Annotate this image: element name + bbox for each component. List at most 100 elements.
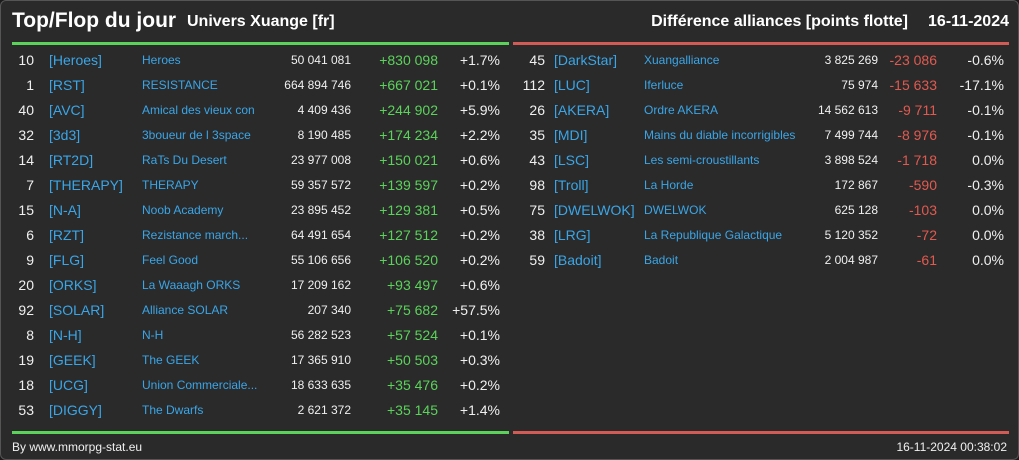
alliance-name-link[interactable]: Xuangalliance — [644, 53, 720, 67]
rank-cell: 40 — [18, 102, 34, 118]
points-cell: 23 895 452 — [290, 203, 351, 217]
alliance-row: 35 [MDI] Mains du diable incorrigibles 7 49… — [513, 123, 1009, 148]
rank-cell: 45 — [529, 52, 545, 68]
alliance-tag-link[interactable]: [SOLAR] — [49, 302, 105, 318]
alliance-tag-link[interactable]: [LRG] — [554, 227, 591, 243]
alliance-tag-link[interactable]: [Troll] — [554, 177, 589, 193]
diff-cell: -15 633 — [889, 77, 937, 93]
alliance-name-link[interactable]: RESISTANCE — [142, 78, 218, 92]
alliance-name-link[interactable]: 3boueur de l 3space — [142, 128, 251, 142]
alliance-tag-link[interactable]: [Heroes] — [49, 52, 102, 68]
alliance-row: 9 [FLG] Feel Good 55 106 656 +106 520 +0.2% — [12, 248, 509, 273]
alliance-tag-link[interactable]: [DarkStar] — [554, 52, 618, 68]
alliance-name-link[interactable]: N-H — [142, 328, 164, 342]
diff-cell: +35 476 — [387, 377, 438, 393]
alliance-tag-link[interactable]: [ORKS] — [49, 277, 97, 293]
rank-cell: 35 — [529, 127, 545, 143]
diff-cell: +667 021 — [379, 77, 438, 93]
rank-cell: 112 — [522, 77, 545, 93]
alliance-tag-link[interactable]: [DIGGY] — [49, 402, 102, 418]
alliance-tag-link[interactable]: [MDI] — [554, 127, 588, 143]
alliance-tag-link[interactable]: [RZT] — [49, 227, 84, 243]
alliance-tag-link[interactable]: [FLG] — [49, 252, 85, 268]
points-cell: 56 282 523 — [290, 328, 351, 342]
alliance-tag-link[interactable]: [DWELWOK] — [554, 202, 635, 218]
alliance-tag-link[interactable]: [Badoit] — [554, 252, 602, 268]
percent-cell: -0.3% — [967, 177, 1004, 193]
alliance-name-link[interactable]: The Dwarfs — [142, 403, 204, 417]
alliance-name-link[interactable]: Badoit — [644, 253, 679, 267]
alliance-row: 10 [Heroes] Heroes 50 041 081 +830 098 +1.7% — [12, 48, 509, 73]
top-losers-panel: 45 [DarkStar] Xuangalliance 3 825 269 -23 08… — [513, 42, 1009, 434]
metric-label: Différence alliances [points flotte] — [651, 13, 908, 30]
alliance-row: 15 [N-A] Noob Academy 23 895 452 +129 381 +0.… — [12, 198, 509, 223]
alliance-name-link[interactable]: Mains du diable incorrigibles — [644, 128, 796, 142]
alliance-name-link[interactable]: DWELWOK — [644, 203, 707, 217]
alliance-tag-link[interactable]: [LUC] — [554, 77, 590, 93]
alliance-name-link[interactable]: RaTs Du Desert — [142, 153, 227, 167]
rank-cell: 10 — [18, 52, 34, 68]
header: Top/Flop du jour Univers Xuange [fr] Dif… — [1, 1, 1019, 41]
percent-cell: +0.2% — [459, 177, 500, 193]
diff-cell: +830 098 — [379, 52, 438, 68]
alliance-name-link[interactable]: Amical des vieux con — [142, 103, 255, 117]
alliance-row: 38 [LRG] La Republique Galactique 5 120 352… — [513, 223, 1009, 248]
alliance-tag-link[interactable]: [UCG] — [49, 377, 88, 393]
alliance-row: 32 [3d3] 3boueur de l 3space 8 190 485 +174 … — [12, 123, 509, 148]
date-label: 16-11-2024 — [928, 13, 1009, 30]
alliance-tag-link[interactable]: [AVC] — [49, 102, 85, 118]
alliance-name-link[interactable]: Feel Good — [142, 253, 199, 267]
alliance-tag-link[interactable]: [AKERA] — [554, 102, 610, 118]
diff-cell: +93 497 — [387, 277, 438, 293]
points-cell: 23 977 008 — [290, 153, 351, 167]
alliance-name-link[interactable]: Les semi-croustillants — [644, 153, 760, 167]
points-cell: 2 621 372 — [297, 403, 351, 417]
percent-cell: 0.0% — [972, 202, 1004, 218]
percent-cell: -0.6% — [967, 52, 1004, 68]
alliance-tag-link[interactable]: [N-H] — [49, 327, 82, 343]
alliance-tag-link[interactable]: [GEEK] — [49, 352, 96, 368]
alliance-name-link[interactable]: Heroes — [142, 53, 181, 67]
percent-cell: -0.1% — [967, 102, 1004, 118]
diff-cell: +75 682 — [387, 302, 438, 318]
alliance-tag-link[interactable]: [N-A] — [49, 202, 81, 218]
points-cell: 3 825 269 — [824, 53, 878, 67]
alliance-name-link[interactable]: Rezistance march... — [142, 228, 249, 242]
alliance-name-link[interactable]: Iferluce — [644, 78, 684, 92]
alliance-tag-link[interactable]: [THERAPY] — [49, 177, 123, 193]
diff-cell: +139 597 — [379, 177, 438, 193]
points-cell: 3 898 524 — [824, 153, 878, 167]
diff-cell: +106 520 — [379, 252, 438, 268]
alliance-name-link[interactable]: La Horde — [644, 178, 694, 192]
alliance-name-link[interactable]: La Waaagh ORKS — [142, 278, 241, 292]
percent-cell: +0.2% — [459, 377, 500, 393]
points-cell: 55 106 656 — [290, 253, 351, 267]
alliance-row: 19 [GEEK] The GEEK 17 365 910 +50 503 +0.3% — [12, 348, 509, 373]
diff-cell: +57 524 — [387, 327, 438, 343]
alliance-tag-link[interactable]: [LSC] — [554, 152, 590, 168]
alliance-row: 53 [DIGGY] The Dwarfs 2 621 372 +35 145 +1.4% — [12, 398, 509, 423]
diff-cell: -590 — [908, 177, 937, 193]
alliance-name-link[interactable]: Ordre AKERA — [644, 103, 719, 117]
alliance-tag-link[interactable]: [3d3] — [49, 127, 81, 143]
diff-cell: +174 234 — [379, 127, 438, 143]
alliance-name-link[interactable]: Alliance SOLAR — [142, 303, 229, 317]
alliance-name-link[interactable]: La Republique Galactique — [644, 228, 783, 242]
alliance-name-link[interactable]: Union Commerciale... — [142, 378, 258, 392]
percent-cell: 0.0% — [972, 252, 1004, 268]
percent-cell: 0.0% — [972, 152, 1004, 168]
alliance-name-link[interactable]: THERAPY — [142, 178, 199, 192]
percent-cell: +1.7% — [459, 52, 500, 68]
credit-link[interactable]: By www.mmorpg-stat.eu — [12, 440, 143, 454]
alliance-name-link[interactable]: The GEEK — [142, 353, 200, 367]
diff-cell: -9 711 — [898, 102, 937, 118]
alliance-name-link[interactable]: Noob Academy — [142, 203, 224, 217]
alliance-tag-link[interactable]: [RT2D] — [49, 152, 94, 168]
points-cell: 664 894 746 — [284, 78, 351, 92]
percent-cell: +0.1% — [459, 327, 500, 343]
diff-cell: -8 976 — [897, 127, 937, 143]
alliance-tag-link[interactable]: [RST] — [49, 77, 85, 93]
alliance-row: 20 [ORKS] La Waaagh ORKS 17 209 162 +93 497 +… — [12, 273, 509, 298]
rank-cell: 43 — [529, 152, 545, 168]
